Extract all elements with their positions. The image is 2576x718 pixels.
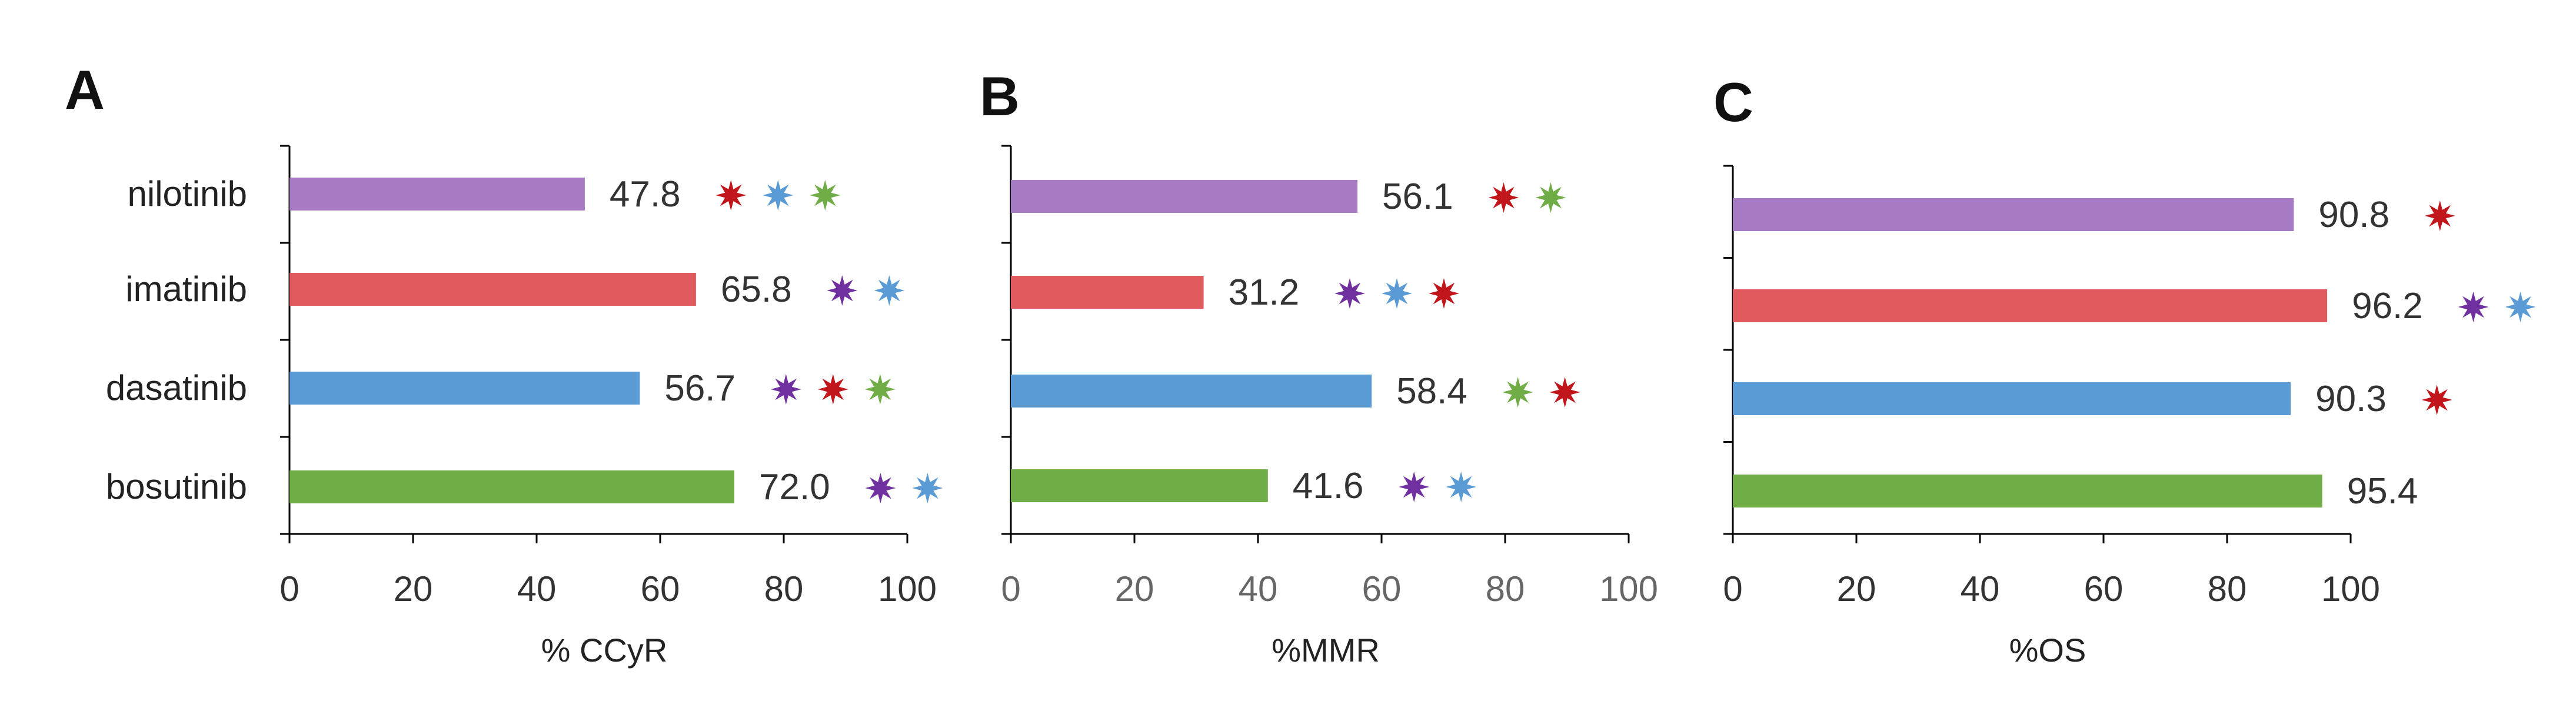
starburst-icon [1446,472,1477,502]
value-label: 41.6 [1293,466,1364,506]
x-tick-label: 100 [1599,569,1658,609]
value-label: 72.0 [759,467,830,507]
category-label-imatinib: imatinib [125,269,247,309]
starburst-icon [864,374,896,405]
bar-imatinib [1011,276,1204,309]
x-tick-label: 80 [764,569,804,609]
x-tick-label: 0 [1723,569,1742,609]
starburst-icon [817,374,848,405]
bar-dasatinib [1733,382,2291,415]
panel-letter: A [65,59,105,121]
bar-nilotinib [289,178,585,211]
starburst-icon [865,473,896,503]
bar-dasatinib [289,372,640,405]
starburst-icon [763,180,794,211]
bar-nilotinib [1011,180,1358,213]
x-tick-label: 80 [2208,569,2247,609]
x-tick-label: 60 [641,569,680,609]
x-tick-label: 20 [394,569,433,609]
value-label: 56.7 [664,368,735,409]
starburst-icon [810,180,841,211]
x-axis-title: %OS [2009,632,2086,669]
x-tick-label: 80 [1486,569,1525,609]
bar-imatinib [1733,289,2328,322]
starburst-icon [1535,182,1566,213]
x-tick-label: 0 [1001,569,1020,609]
panel-letter: B [980,65,1020,127]
starburst-icon [1334,278,1365,309]
starburst-icon [912,473,943,503]
starburst-icon [827,275,858,306]
starburst-icon [2421,385,2452,415]
x-axis-title: %MMR [1272,632,1380,669]
starburst-icon [1549,377,1580,408]
x-tick-label: 40 [517,569,557,609]
starburst-icon [1502,377,1533,408]
x-tick-label: 100 [878,569,937,609]
starburst-icon [1382,278,1412,309]
x-axis-title: % CCyR [541,632,668,669]
x-tick-label: 100 [2321,569,2380,609]
x-tick-label: 40 [1961,569,2000,609]
starburst-icon [715,180,747,211]
starburst-icon [1429,278,1459,309]
bar-bosutinib [1733,475,2322,507]
starburst-icon [2505,292,2536,322]
bar-bosutinib [1011,469,1268,502]
starburst-icon [2424,201,2455,231]
value-label: 47.8 [610,174,681,215]
bar-bosutinib [289,470,734,503]
bar-dasatinib [1011,375,1372,408]
x-tick-label: 0 [279,569,299,609]
value-label: 96.2 [2352,286,2423,326]
panel-letter: C [1713,71,1753,133]
panel-c: C 0 20 40 60 80 100 %OS 90.8 96.2 90.3 95.4 [1713,71,2536,669]
value-label: 65.8 [721,269,792,310]
bar-nilotinib [1733,198,2294,231]
starburst-icon [770,374,801,405]
starburst-icon [1399,472,1430,502]
value-label: 90.8 [2318,195,2389,235]
starburst-icon [874,275,905,306]
category-label-dasatinib: dasatinib [106,368,247,408]
value-label: 90.3 [2315,379,2387,419]
x-tick-label: 60 [2084,569,2124,609]
category-label-bosutinib: bosutinib [106,467,247,506]
value-label: 95.4 [2347,471,2418,512]
x-tick-label: 20 [1837,569,1876,609]
x-tick-label: 20 [1115,569,1154,609]
bar-imatinib [289,273,696,306]
x-tick-label: 60 [1362,569,1402,609]
value-label: 31.2 [1229,272,1300,313]
category-label-nilotinib: nilotinib [128,174,247,213]
value-label: 56.1 [1382,176,1453,217]
panel-b: B 0 20 40 60 80 100 %MMR 56.1 31.2 58.4 41.6 [980,65,1658,669]
panel-a: A 0 20 40 60 80 100 % CCyR nilotinib imatinib dasa… [65,59,943,669]
x-tick-label: 40 [1239,569,1278,609]
starburst-icon [1488,182,1519,213]
value-label: 58.4 [1396,371,1467,412]
starburst-icon [2458,292,2489,322]
